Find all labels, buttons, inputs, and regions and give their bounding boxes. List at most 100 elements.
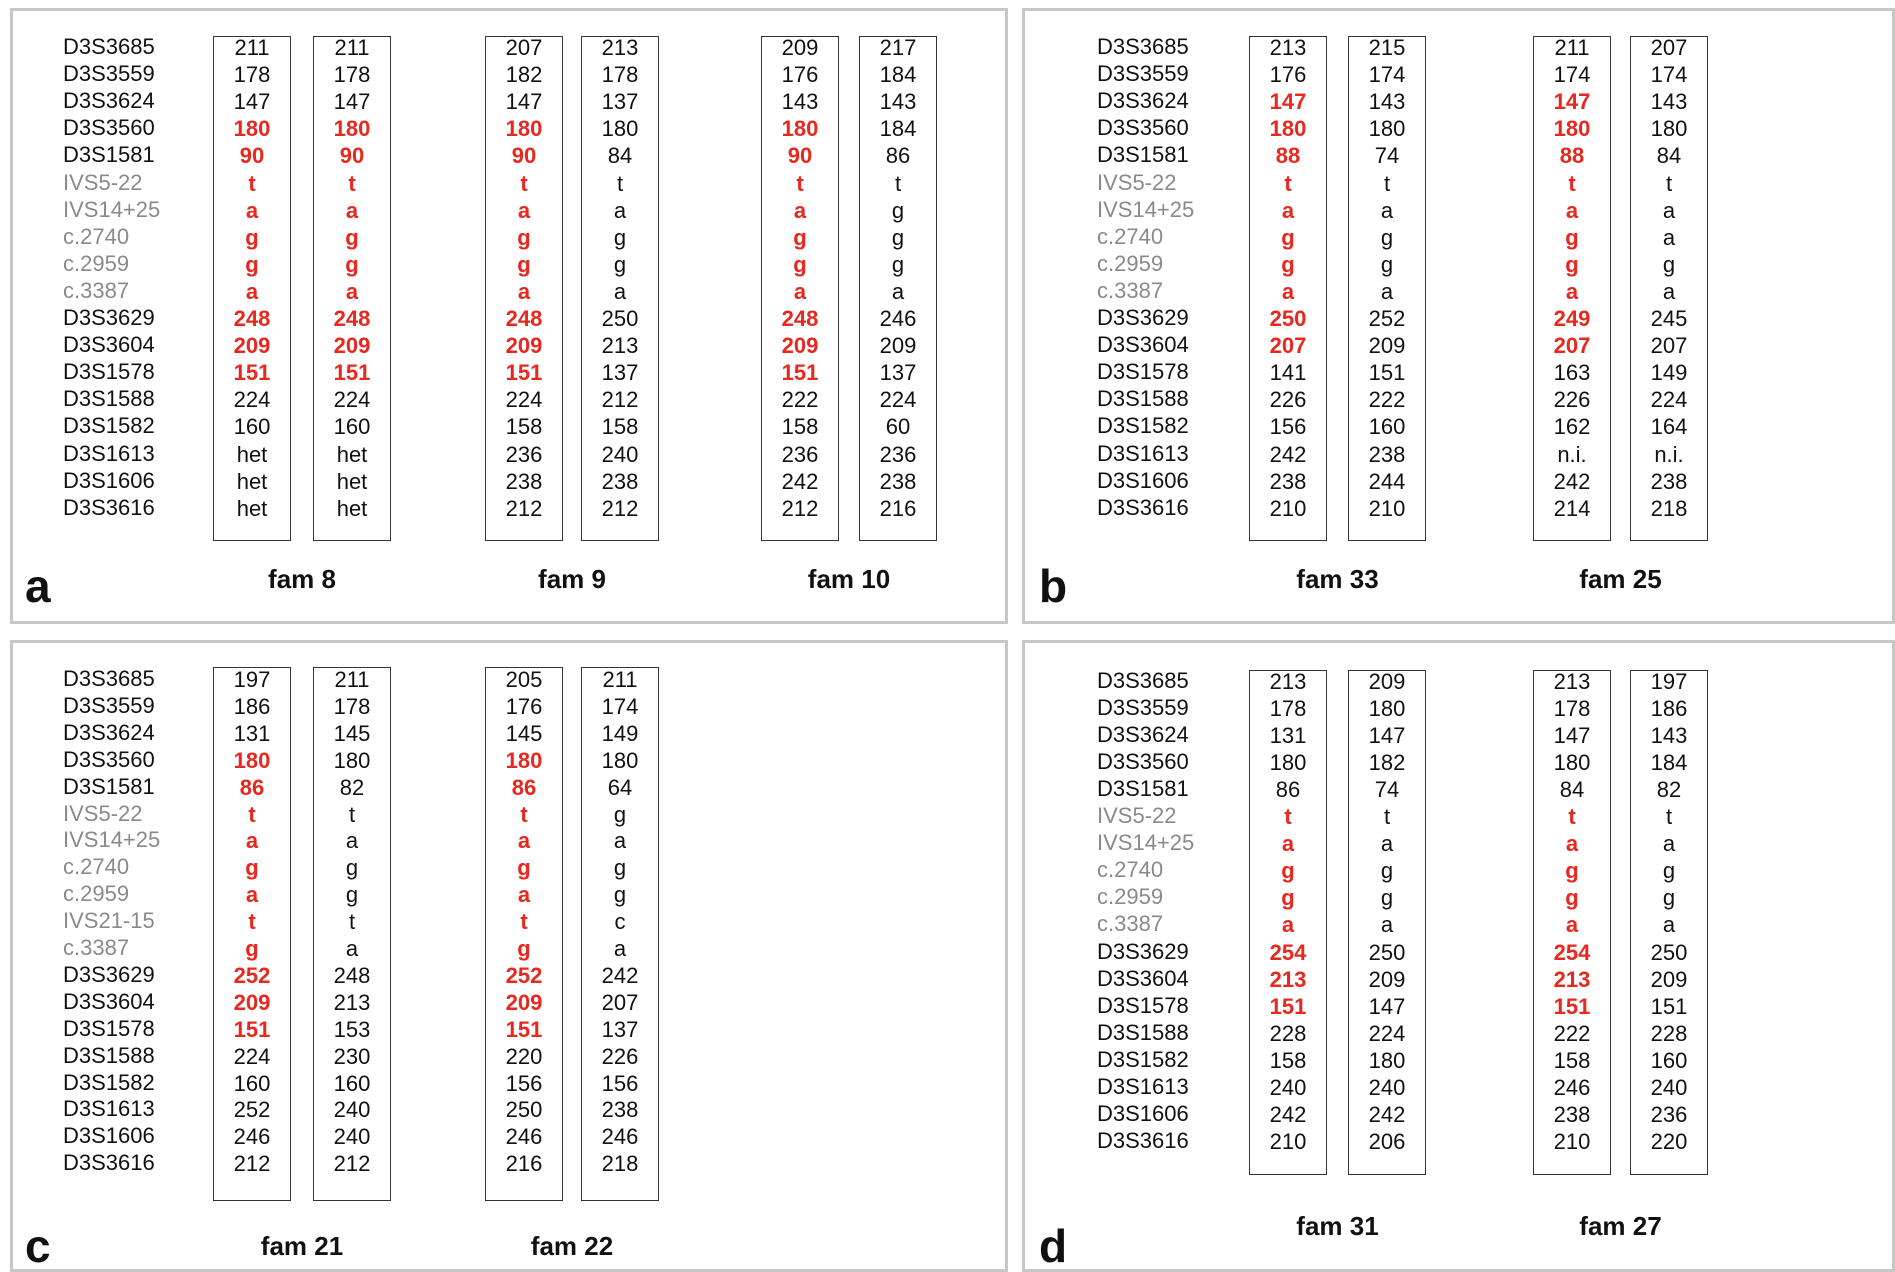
allele-value-shared: t xyxy=(1568,170,1576,196)
str-marker-label: D3S1578 xyxy=(63,1015,155,1041)
haplotype-column: 207 182 147 180 90 t a g g a 248 209 151 224 158 236 238… xyxy=(485,35,563,541)
snp-marker-label: c.3387 xyxy=(1097,911,1164,937)
allele-value: 207 xyxy=(1650,333,1688,359)
allele-value: 211 xyxy=(234,35,270,60)
allele-value-shared: 252 xyxy=(233,962,271,988)
allele-value-shared: g xyxy=(1281,251,1295,277)
allele-value-shared: 248 xyxy=(781,306,819,331)
allele-value: 82 xyxy=(339,774,365,800)
allele-value: 206 xyxy=(1368,1128,1406,1154)
allele-value: 160 xyxy=(1368,414,1406,440)
snp-marker-label: c.3387 xyxy=(63,935,130,960)
allele-value: g xyxy=(891,197,905,223)
haplotype-column: 213 176 147 180 88 t a g g a 250 207 141 226 156 242 238… xyxy=(1249,35,1327,541)
str-marker-label: D3S1606 xyxy=(63,467,155,493)
str-marker-label: D3S3624 xyxy=(63,88,155,114)
allele-value: 158 xyxy=(1553,1047,1591,1073)
allele-value: 220 xyxy=(505,1043,543,1069)
allele-value: 246 xyxy=(601,1124,639,1150)
allele-value: het xyxy=(336,441,368,467)
str-marker-label: D3S3559 xyxy=(1097,695,1189,721)
allele-value-shared: 213 xyxy=(1553,966,1591,992)
allele-value-shared: g xyxy=(245,251,259,277)
allele-value-shared: 151 xyxy=(1553,993,1591,1019)
allele-value: 147 xyxy=(233,89,271,115)
allele-value-shared: 151 xyxy=(505,1016,543,1042)
allele-value: g xyxy=(1662,885,1676,911)
allele-value: het xyxy=(336,495,368,521)
allele-value: 242 xyxy=(1368,1101,1406,1127)
snp-marker-label: IVS14+25 xyxy=(1097,196,1195,222)
str-marker-label: D3S1582 xyxy=(63,413,155,439)
allele-value: 213 xyxy=(601,35,639,60)
allele-value: 147 xyxy=(1553,723,1591,749)
allele-value: 207 xyxy=(505,35,543,60)
allele-value-shared: g xyxy=(517,855,531,881)
allele-value-shared: t xyxy=(520,801,528,827)
str-marker-label: D3S1613 xyxy=(1097,440,1189,466)
allele-value: 137 xyxy=(601,360,639,386)
allele-value-shared: 248 xyxy=(333,306,371,331)
panel-letter: b xyxy=(1039,560,1068,612)
allele-value: 220 xyxy=(1650,1128,1688,1154)
allele-value: g xyxy=(613,224,627,250)
allele-value: 222 xyxy=(1553,1020,1591,1046)
allele-value-shared: g xyxy=(345,224,359,250)
allele-value-shared: 249 xyxy=(1553,306,1591,331)
allele-value: a xyxy=(1662,912,1676,938)
str-marker-label: D3S1582 xyxy=(1097,1046,1189,1072)
allele-value-shared: a xyxy=(517,882,531,908)
allele-value: 180 xyxy=(601,747,639,773)
family-label: fam 10 xyxy=(807,564,891,594)
allele-value: 210 xyxy=(1368,495,1406,521)
allele-value: 226 xyxy=(1553,387,1591,413)
allele-value: 224 xyxy=(233,1043,271,1069)
allele-value: 238 xyxy=(1553,1101,1591,1127)
str-marker-label: D3S1613 xyxy=(63,1096,155,1122)
str-marker-label: D3S1581 xyxy=(1097,142,1189,168)
snp-marker-label: c.2740 xyxy=(1097,857,1164,883)
str-marker-label: D3S1606 xyxy=(1097,467,1189,493)
allele-value-shared: 209 xyxy=(233,989,271,1015)
allele-value-shared: 90 xyxy=(787,143,813,169)
haplotype-column: 207 174 143 180 84 t a a g a 245 207 149 224 164 n.i. 23… xyxy=(1630,35,1708,541)
str-marker-label: D3S3604 xyxy=(1097,965,1189,991)
allele-value: 176 xyxy=(505,693,543,719)
allele-value-shared: t xyxy=(796,170,804,196)
panel-a: a D3S3685 D3S3559 D3S3624 D3S3560 D3S1581 IVS5… xyxy=(10,8,1008,624)
allele-value: 240 xyxy=(601,441,639,467)
allele-value: 158 xyxy=(781,414,819,440)
allele-value: 207 xyxy=(601,989,639,1015)
snp-marker-label: c.2959 xyxy=(1097,250,1164,276)
allele-value: 180 xyxy=(601,116,639,142)
allele-value-shared: 86 xyxy=(239,774,265,800)
allele-value: 213 xyxy=(1269,35,1307,60)
allele-value-shared: t xyxy=(248,170,256,196)
allele-value-shared: 151 xyxy=(333,360,371,386)
allele-value-shared: g xyxy=(345,251,359,277)
allele-value: a xyxy=(891,278,905,304)
allele-value: g xyxy=(1380,858,1394,884)
str-marker-label: D3S3616 xyxy=(63,1150,155,1176)
allele-value: g xyxy=(891,251,905,277)
allele-value: g xyxy=(613,882,627,908)
allele-value: 149 xyxy=(601,720,639,746)
allele-value-shared: g xyxy=(1565,858,1579,884)
allele-value: 210 xyxy=(1269,495,1307,521)
allele-value: t xyxy=(348,909,356,935)
allele-value: 224 xyxy=(505,387,543,413)
allele-value: g xyxy=(1662,251,1676,277)
str-marker-label: D3S1588 xyxy=(63,1042,155,1068)
allele-value: 213 xyxy=(1553,669,1591,694)
allele-value: a xyxy=(1662,197,1676,223)
allele-value: 176 xyxy=(1269,62,1307,88)
str-marker-label: D3S1578 xyxy=(1097,359,1189,385)
allele-value: 222 xyxy=(781,387,819,413)
str-marker-label: D3S1581 xyxy=(63,142,155,168)
allele-value: 217 xyxy=(879,35,917,60)
allele-value: 236 xyxy=(1650,1101,1688,1127)
panel-c: c D3S3685 D3S3559 D3S3624 D3S3560 D3S1581 IVS5… xyxy=(10,640,1008,1272)
allele-value-shared: 209 xyxy=(333,333,371,359)
allele-value: 250 xyxy=(1368,939,1406,965)
allele-value: 213 xyxy=(1269,669,1307,694)
